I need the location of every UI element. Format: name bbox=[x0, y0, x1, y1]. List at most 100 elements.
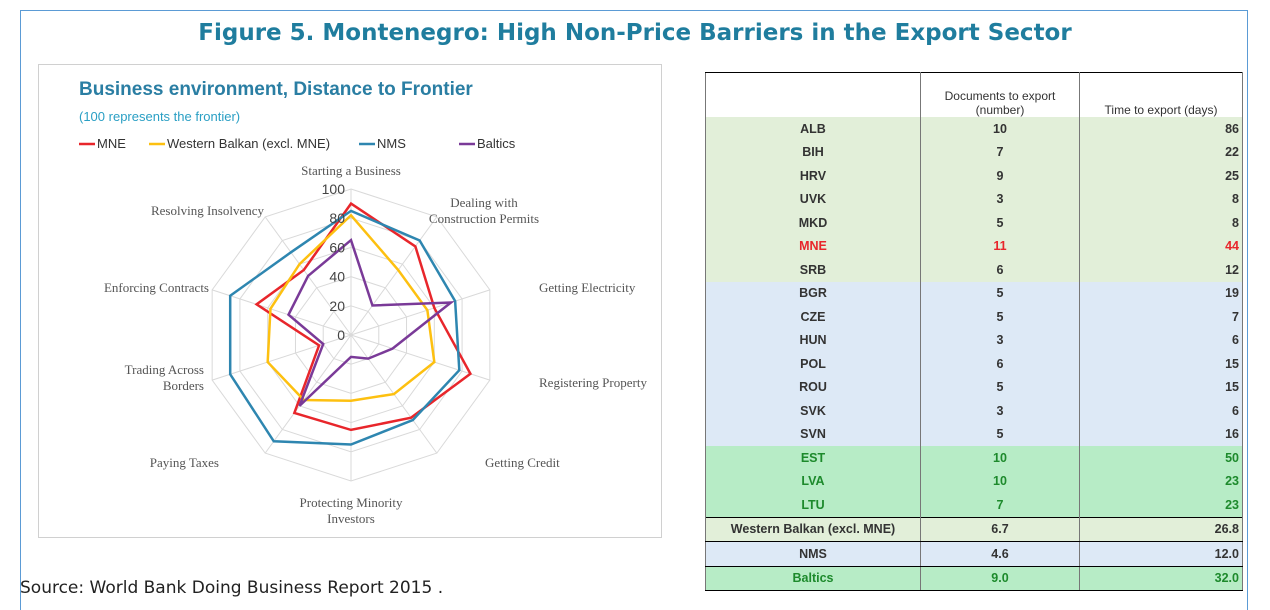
axis-label: Protecting Minority Investors bbox=[299, 495, 403, 526]
table-row: SVK 3 6 bbox=[705, 399, 1243, 423]
table-cell: EST bbox=[705, 446, 921, 470]
table-cell: 4.6 bbox=[920, 541, 1080, 567]
table-cell: ROU bbox=[705, 375, 921, 399]
header-cell: Documents to export (number) bbox=[920, 72, 1080, 117]
axis-label: Getting Credit bbox=[485, 455, 560, 470]
legend-label: MNE bbox=[97, 136, 126, 151]
table-cell: 15 bbox=[1079, 375, 1243, 399]
table-cell: 22 bbox=[1079, 140, 1243, 164]
table-cell: LVA bbox=[705, 469, 921, 493]
table-cell: 10 bbox=[920, 117, 1080, 141]
table-cell: 7 bbox=[920, 140, 1080, 164]
axis-label: Trading Across Borders bbox=[124, 362, 204, 393]
table-cell: 9.0 bbox=[920, 565, 1080, 591]
table-cell: 6 bbox=[920, 352, 1080, 376]
axis-label: Enforcing Contracts bbox=[103, 280, 209, 295]
series-line bbox=[228, 209, 461, 446]
header-cell: Time to export (days) bbox=[1079, 72, 1243, 117]
table-cell: 6 bbox=[1079, 399, 1243, 423]
table-cell: CZE bbox=[705, 305, 921, 329]
table-row: LVA 10 23 bbox=[705, 469, 1243, 493]
table-row: BIH 7 22 bbox=[705, 140, 1243, 164]
spoke bbox=[350, 334, 491, 381]
figure-title: Figure 5. Montenegro: High Non-Price Bar… bbox=[198, 20, 1072, 46]
table-row: HRV 9 25 bbox=[705, 164, 1243, 188]
table-cell: 3 bbox=[920, 187, 1080, 211]
table-cell: 19 bbox=[1079, 281, 1243, 305]
chart-title: Business environment, Distance to Fronti… bbox=[79, 79, 473, 100]
table-cell: MKD bbox=[705, 211, 921, 235]
r-tick-label: 60 bbox=[329, 239, 345, 255]
table-cell: 10 bbox=[920, 446, 1080, 470]
table-cell: 26.8 bbox=[1079, 516, 1243, 542]
axis-label: Starting a Business bbox=[301, 163, 401, 178]
table-cell: 12 bbox=[1079, 258, 1243, 282]
series-line bbox=[286, 237, 455, 407]
table-cell: 5 bbox=[920, 375, 1080, 399]
table-cell: 6 bbox=[1079, 328, 1243, 352]
r-tick-label: 0 bbox=[337, 327, 345, 343]
table-cell: 3 bbox=[920, 328, 1080, 352]
spoke bbox=[350, 289, 491, 336]
axis-label: Getting Electricity bbox=[539, 280, 636, 295]
spoke bbox=[211, 334, 352, 381]
table-cell: BGR bbox=[705, 281, 921, 305]
table-cell: 12.0 bbox=[1079, 541, 1243, 567]
table-cell: 10 bbox=[920, 469, 1080, 493]
table-cell: HUN bbox=[705, 328, 921, 352]
table-cell: 25 bbox=[1079, 164, 1243, 188]
chart-box: Business environment, Distance to Fronti… bbox=[38, 64, 662, 538]
table-cell: 5 bbox=[920, 211, 1080, 235]
spoke bbox=[264, 334, 352, 454]
table-row: Baltics 9.0 32.0 bbox=[705, 565, 1243, 591]
table-cell: 7 bbox=[1079, 305, 1243, 329]
series-line bbox=[266, 213, 436, 402]
table-cell: LTU bbox=[705, 493, 921, 517]
chart-subtitle: (100 represents the frontier) bbox=[79, 109, 240, 124]
export-table: Documents to export (number) Time to expo… bbox=[705, 72, 1243, 591]
table-cell: 86 bbox=[1079, 117, 1243, 141]
table-row: ALB 10 86 bbox=[705, 117, 1243, 141]
table-cell: SVN bbox=[705, 422, 921, 446]
legend-label: NMS bbox=[377, 136, 406, 151]
table-cell: 8 bbox=[1079, 211, 1243, 235]
series-line bbox=[254, 201, 473, 432]
table-cell: BIH bbox=[705, 140, 921, 164]
r-tick-label: 100 bbox=[322, 181, 346, 197]
table-row: SRB 6 12 bbox=[705, 258, 1243, 282]
r-tick-label: 20 bbox=[329, 298, 345, 314]
table-cell: MNE bbox=[705, 234, 921, 258]
table-row: Western Balkan (excl. MNE) 6.7 26.8 bbox=[705, 516, 1243, 542]
table-row: HUN 3 6 bbox=[705, 328, 1243, 352]
table-cell: 15 bbox=[1079, 352, 1243, 376]
table-cell: 23 bbox=[1079, 469, 1243, 493]
table-cell: 32.0 bbox=[1079, 565, 1243, 591]
table-cell: 8 bbox=[1079, 187, 1243, 211]
table-cell: 23 bbox=[1079, 493, 1243, 517]
table-row: MNE 11 44 bbox=[705, 234, 1243, 258]
table-cell: NMS bbox=[705, 541, 921, 567]
table-row: BGR 5 19 bbox=[705, 281, 1243, 305]
table-row: EST 10 50 bbox=[705, 446, 1243, 470]
table-cell: SRB bbox=[705, 258, 921, 282]
spoke bbox=[350, 216, 438, 336]
table-cell: 6.7 bbox=[920, 516, 1080, 542]
table-row: CZE 5 7 bbox=[705, 305, 1243, 329]
table-cell: 5 bbox=[920, 305, 1080, 329]
table-cell: UVK bbox=[705, 187, 921, 211]
table-cell: 44 bbox=[1079, 234, 1243, 258]
header-row: Documents to export (number) Time to expo… bbox=[705, 72, 1243, 117]
axis-label: Dealing with Construction Permits bbox=[428, 195, 540, 226]
axis-label: Paying Taxes bbox=[149, 455, 219, 470]
source-note: Source: World Bank Doing Business Report… bbox=[20, 578, 444, 598]
r-tick-label: 80 bbox=[329, 210, 345, 226]
table-row: UVK 3 8 bbox=[705, 187, 1243, 211]
table-cell: Western Balkan (excl. MNE) bbox=[705, 516, 921, 542]
table-cell: 5 bbox=[920, 281, 1080, 305]
table-cell: 16 bbox=[1079, 422, 1243, 446]
axis-label: Resolving Insolvency bbox=[150, 203, 264, 218]
legend-label: Baltics bbox=[477, 136, 516, 151]
figure-frame bbox=[20, 10, 1248, 610]
table-row: ROU 5 15 bbox=[705, 375, 1243, 399]
